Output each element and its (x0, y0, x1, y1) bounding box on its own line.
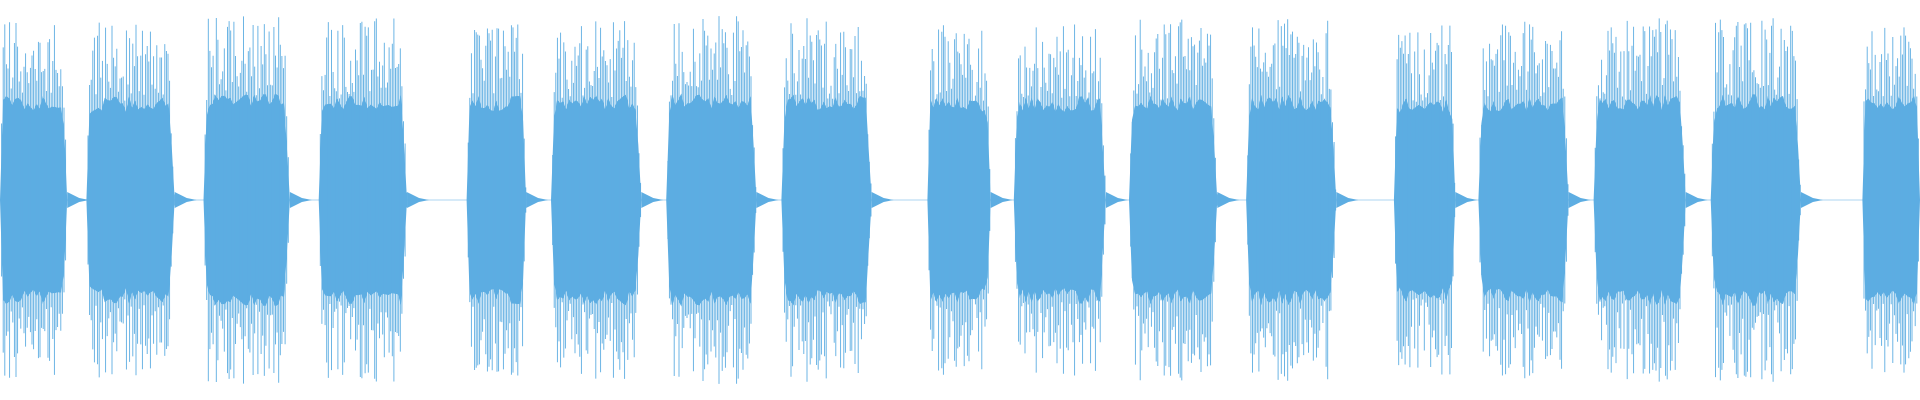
waveform-burst (203, 16, 312, 384)
waveform-burst (666, 16, 779, 384)
waveform-tail (1685, 192, 1708, 208)
waveform-tail (526, 192, 549, 208)
waveform-burst (1862, 27, 1920, 373)
waveform-burst (318, 18, 430, 382)
waveform-burst (551, 21, 664, 379)
waveform-tail (756, 192, 779, 208)
waveform-tail (407, 192, 430, 208)
waveform-burst (1710, 18, 1823, 382)
waveform-burst (1393, 25, 1478, 375)
waveform-burst (1593, 18, 1708, 382)
waveform-tail (641, 192, 664, 208)
waveform-burst (1478, 21, 1591, 379)
waveform-tail (174, 192, 197, 208)
waveform-tail (1800, 192, 1823, 208)
waveform-tail (1455, 192, 1478, 208)
waveform-tail (1568, 192, 1591, 208)
waveform-burst (1246, 19, 1359, 381)
waveform-burst (781, 18, 894, 382)
waveform-burst (86, 22, 197, 378)
waveform-tail (871, 192, 894, 208)
waveform-tail (1217, 192, 1240, 208)
waveform-burst (1013, 24, 1128, 376)
waveform-burst (466, 24, 549, 376)
waveform-tail (289, 192, 312, 208)
waveform-burst-body (466, 96, 527, 304)
waveform-burst (1129, 19, 1240, 381)
waveform-burst (0, 22, 90, 378)
waveform-tail (67, 192, 90, 208)
waveform-burst (927, 25, 1013, 375)
waveform-tail (990, 192, 1013, 208)
waveform-tail (1105, 192, 1128, 208)
waveform-tail (1336, 192, 1359, 208)
